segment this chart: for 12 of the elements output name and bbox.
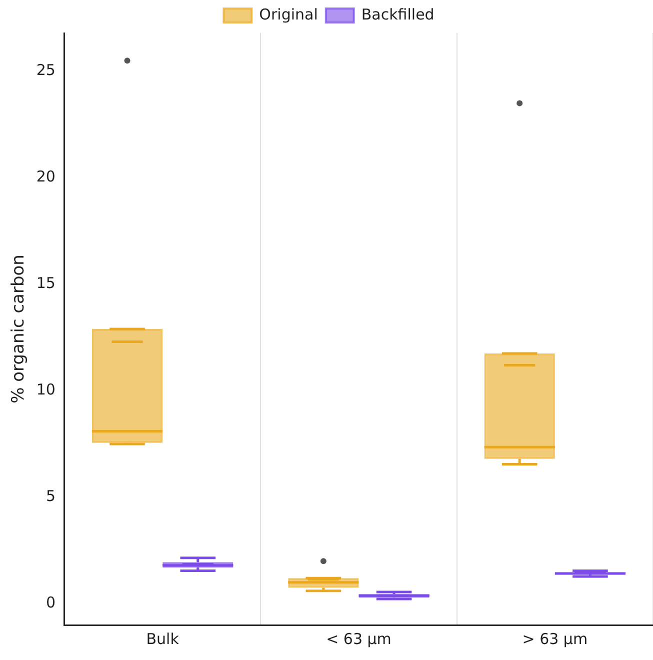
y-tick-label: 15 xyxy=(36,274,56,292)
y-tick-label: 10 xyxy=(36,380,56,399)
y-tick-label: 25 xyxy=(36,61,56,80)
x-tick-label: < 63 µm xyxy=(326,630,392,648)
y-axis-title: % organic carbon xyxy=(8,254,29,404)
legend-label: Original xyxy=(259,5,318,24)
y-tick-label: 0 xyxy=(46,594,56,612)
y-tick-label: 20 xyxy=(36,168,56,186)
x-tick-label: Bulk xyxy=(146,630,180,648)
y-tick-label: 5 xyxy=(46,487,56,506)
x-tick-label: > 63 µm xyxy=(522,630,588,648)
legend-label: Backfilled xyxy=(361,5,434,24)
